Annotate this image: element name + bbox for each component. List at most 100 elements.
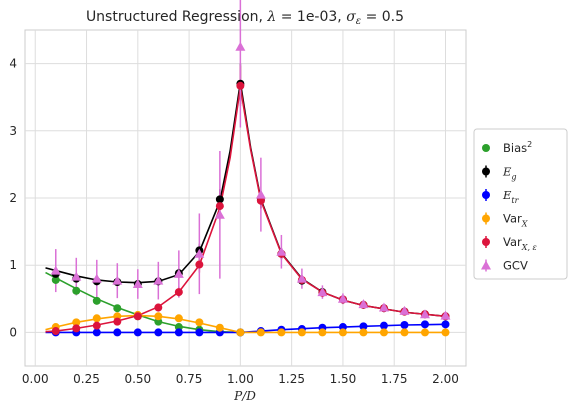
gcv-point [153,275,164,285]
gcv-point [337,293,348,303]
varx-point [359,328,368,337]
x-tick-label: 1.25 [278,372,305,386]
varxe-point [154,303,163,312]
gcv-point [317,287,328,297]
etr-point [379,321,388,330]
varx-point [420,328,429,337]
x-tick-label: 0.25 [73,372,100,386]
varx-point [195,318,204,327]
legend-label: GCV [503,259,528,273]
legend-item-varxe: VarX, ε [482,235,537,252]
bias-point [51,275,60,284]
gcv-point [296,273,307,283]
etr-point [359,322,368,331]
x-tick-label: 0.50 [124,372,151,386]
legend: Bias2 Eg Etr VarX VarX, ε GCV [473,128,568,280]
varx-point [256,328,265,337]
varx-point [174,314,183,323]
varx-point [400,328,409,337]
etr-point [420,320,429,329]
varxe-point [215,202,224,211]
legend-item-bias: Bias2 [482,140,532,155]
y-tick-label: 4 [9,57,17,71]
etr-point [174,328,183,337]
x-tick-label: 1.50 [330,372,357,386]
varx-point [236,328,245,337]
legend-marker [482,167,490,176]
gcv-point [71,271,82,281]
gcv-point [276,246,287,256]
legend-marker [482,238,490,246]
eg-point [215,195,224,204]
legend-label: Eg [502,165,517,182]
legend-box [473,128,568,280]
etr-point [133,328,142,337]
varx-point [277,328,286,337]
etr-point [92,328,101,337]
x-tick-label: 0.75 [176,372,203,386]
varxe-point [236,81,245,90]
tick-labels: 0.00 0.25 0.50 0.75 1.00 1.25 1.50 1.75 2.00 0 1 2 3… [9,57,458,386]
gcv-point [378,302,389,312]
varx-point [92,314,101,323]
legend-marker [482,191,490,199]
varxe-point [195,260,204,269]
etr-point [441,320,450,329]
x-tick-label: 1.75 [381,372,408,386]
gcv-point [214,209,225,219]
gcv-point [112,275,123,285]
legend-label: Etr [502,188,520,205]
gcv-point [235,41,246,51]
varxe-point [174,288,183,297]
y-tick-label: 0 [9,325,17,339]
varx-point [297,328,306,337]
varxe-point [133,312,142,321]
varx-point [338,328,347,337]
gcv-point [440,310,451,320]
bias-point [113,304,122,313]
chart-title: Unstructured Regression, λ = 1e-03, σε =… [86,9,404,27]
x-axis-label: P/D [233,389,256,403]
x-tick-label: 1.00 [227,372,254,386]
legend-item-eg: Eg [482,165,517,182]
varxe-point [92,321,101,330]
legend-marker [482,214,490,223]
y-tick-label: 1 [9,258,17,272]
etr-point [400,321,409,330]
varxe-point [51,327,60,336]
bias-point [92,296,101,305]
data-markers [50,41,451,337]
varxe-point [72,324,81,333]
varxe-point [113,317,122,326]
gcv-point [132,279,143,289]
legend-label: VarX, ε [503,235,537,252]
gcv-point [358,299,369,309]
gcv-point [419,309,430,319]
gcv-point [255,189,266,199]
legend-item-etr: Etr [482,188,520,205]
varx-point [72,318,81,327]
varx-point [154,312,163,321]
gcv-point [194,248,205,258]
gcv-point [91,273,102,283]
varxe-point [256,196,265,205]
varx-point [215,323,224,332]
varx-point [318,328,327,337]
legend-marker [481,260,491,270]
x-tick-label: 0.00 [22,372,49,386]
gcv-point [399,305,410,315]
varx-point [379,328,388,337]
legend-marker [482,144,490,152]
y-tick-label: 3 [9,124,17,138]
bias-point [72,286,81,295]
y-tick-label: 2 [9,191,17,205]
varx-point [441,328,450,337]
etr-point [113,328,122,337]
legend-label: Bias2 [503,140,532,155]
x-tick-label: 2.00 [432,372,459,386]
gcv-point [50,265,61,275]
gcv-point [173,268,184,278]
legend-item-varx: VarX [482,212,528,229]
etr-point [195,328,204,337]
